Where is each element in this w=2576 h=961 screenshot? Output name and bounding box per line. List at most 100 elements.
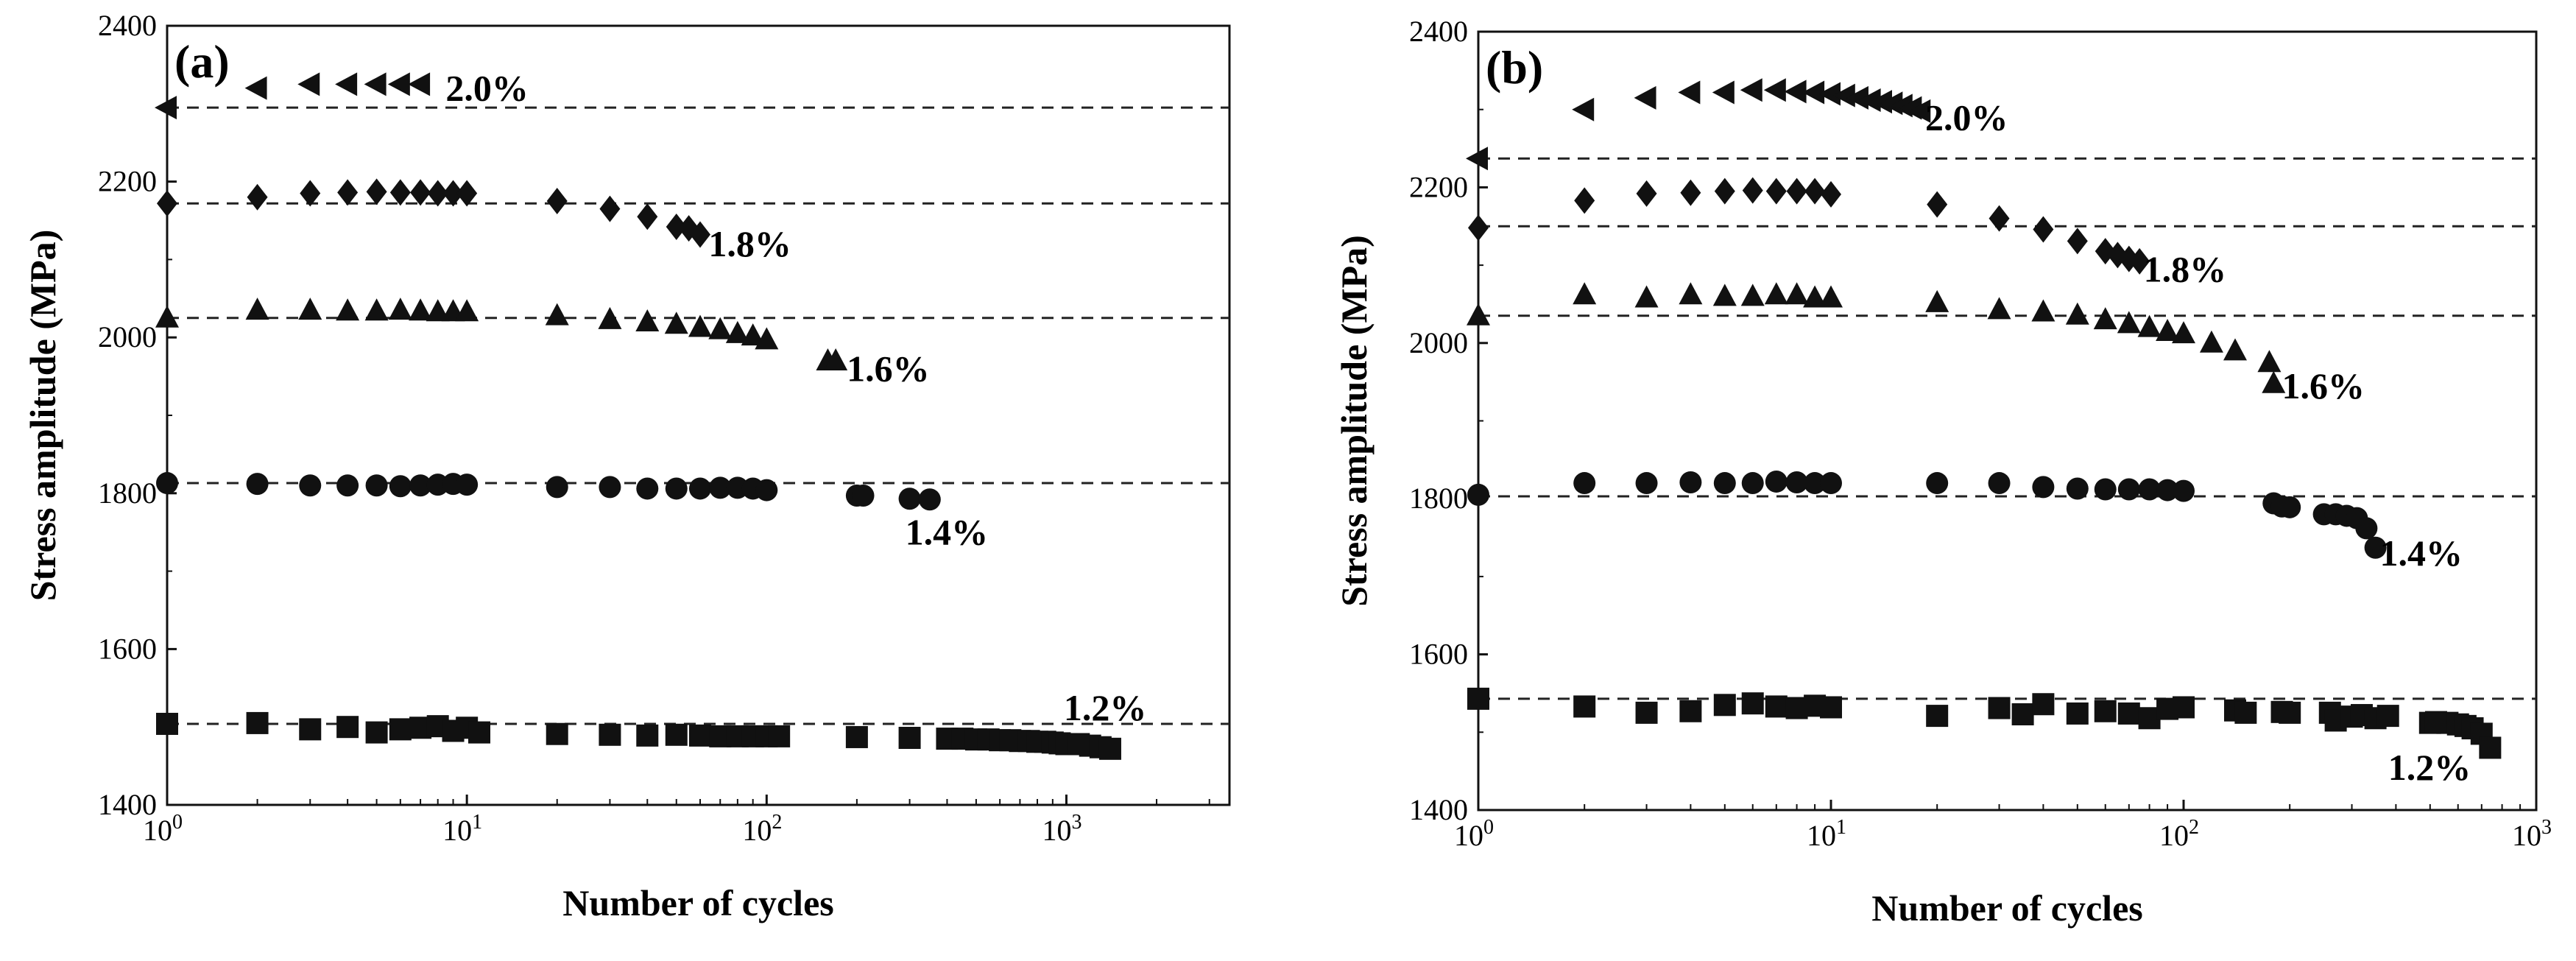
- data-point: [245, 298, 269, 320]
- data-point: [365, 721, 388, 744]
- data-point: [2223, 338, 2247, 361]
- series-12pct: 1.2%: [1467, 687, 2536, 788]
- data-point: [156, 472, 178, 495]
- data-point: [1869, 90, 1892, 114]
- data-point: [918, 488, 941, 511]
- data-point: [665, 723, 688, 746]
- data-point: [545, 303, 569, 325]
- data-point: [468, 721, 491, 744]
- data-point: [2094, 700, 2117, 722]
- data-point: [546, 188, 568, 215]
- data-point: [845, 725, 868, 748]
- data-point: [409, 298, 433, 321]
- data-point: [2479, 736, 2502, 759]
- data-point: [1741, 692, 1764, 715]
- data-point: [389, 718, 412, 741]
- data-point: [1712, 284, 1737, 306]
- data-point: [1819, 285, 1843, 308]
- data-point: [664, 311, 688, 334]
- data-point: [2031, 299, 2055, 322]
- data-point: [336, 474, 359, 497]
- x-tick-label: 102: [742, 811, 782, 847]
- data-point: [247, 183, 268, 211]
- data-point: [598, 306, 622, 329]
- data-point: [1765, 695, 1788, 718]
- data-point: [666, 213, 687, 240]
- data-point: [709, 476, 732, 499]
- data-point: [1574, 187, 1595, 214]
- series-label: 1.8%: [2144, 248, 2227, 289]
- data-point: [1858, 88, 1881, 113]
- y-tick-label: 2200: [1409, 170, 1468, 203]
- y-tick-label: 2200: [98, 165, 157, 198]
- data-point: [410, 179, 431, 206]
- data-point: [297, 72, 320, 96]
- data-point: [2117, 311, 2141, 334]
- data-point: [755, 327, 779, 350]
- data-point: [246, 473, 269, 496]
- series-label: 1.2%: [2388, 747, 2471, 788]
- series-14pct: 1.4%: [156, 472, 1229, 553]
- data-point: [1818, 82, 1841, 106]
- data-point: [1764, 282, 1788, 305]
- data-point: [2033, 216, 2054, 243]
- data-point: [1989, 205, 2010, 232]
- data-point: [708, 317, 733, 339]
- data-point: [1678, 80, 1701, 105]
- data-point: [688, 477, 711, 500]
- series-16pct: 1.6%: [155, 298, 1229, 390]
- data-point: [1832, 83, 1855, 108]
- data-point: [1926, 705, 1949, 728]
- data-point: [1713, 472, 1736, 495]
- data-point: [546, 476, 568, 499]
- x-axis-title: Number of cycles: [1871, 887, 2142, 929]
- data-point: [2279, 701, 2301, 724]
- x-axis-title: Number of cycles: [562, 882, 833, 923]
- data-point: [2094, 478, 2117, 501]
- y-tick-label: 2400: [1409, 15, 1468, 48]
- data-point: [1712, 80, 1735, 105]
- x-tick-label: 101: [1807, 816, 1846, 852]
- data-point: [1846, 85, 1869, 110]
- y-tick-label: 1400: [98, 788, 157, 821]
- data-point: [1765, 470, 1788, 493]
- data-point: [824, 348, 848, 370]
- data-point: [1098, 737, 1121, 760]
- data-point: [2262, 370, 2286, 393]
- data-point: [408, 72, 431, 96]
- data-point: [1713, 694, 1736, 717]
- data-point: [1741, 472, 1764, 495]
- data-point: [1804, 472, 1827, 495]
- series-20pct: 2.0%: [155, 68, 1229, 120]
- data-point: [2234, 701, 2257, 724]
- data-point: [1784, 80, 1807, 104]
- data-point: [599, 195, 621, 222]
- data-point: [409, 474, 432, 497]
- data-point: [2093, 307, 2117, 330]
- data-point: [2279, 496, 2301, 518]
- data-point: [688, 314, 712, 337]
- data-point: [456, 180, 478, 207]
- data-point: [2066, 477, 2089, 500]
- data-point: [1786, 177, 1807, 205]
- y-axis-title: Stress amplitude (MPa): [22, 230, 63, 602]
- data-point: [426, 299, 450, 322]
- data-point: [156, 712, 178, 735]
- data-point: [455, 299, 479, 322]
- data-point: [1466, 147, 1488, 171]
- x-tick-label: 100: [143, 811, 183, 847]
- plot-frame: [1477, 30, 2538, 812]
- data-point: [689, 221, 710, 248]
- data-point: [1740, 284, 1765, 306]
- series-18pct: 1.8%: [157, 178, 1229, 264]
- data-point: [336, 716, 359, 739]
- data-point: [1926, 472, 1949, 495]
- y-tick-label: 2000: [98, 320, 157, 353]
- series-label: 1.8%: [708, 223, 791, 264]
- data-point: [335, 72, 358, 96]
- data-point: [1635, 472, 1658, 495]
- data-point: [2364, 536, 2387, 559]
- data-point: [2032, 693, 2055, 716]
- data-point: [898, 727, 921, 750]
